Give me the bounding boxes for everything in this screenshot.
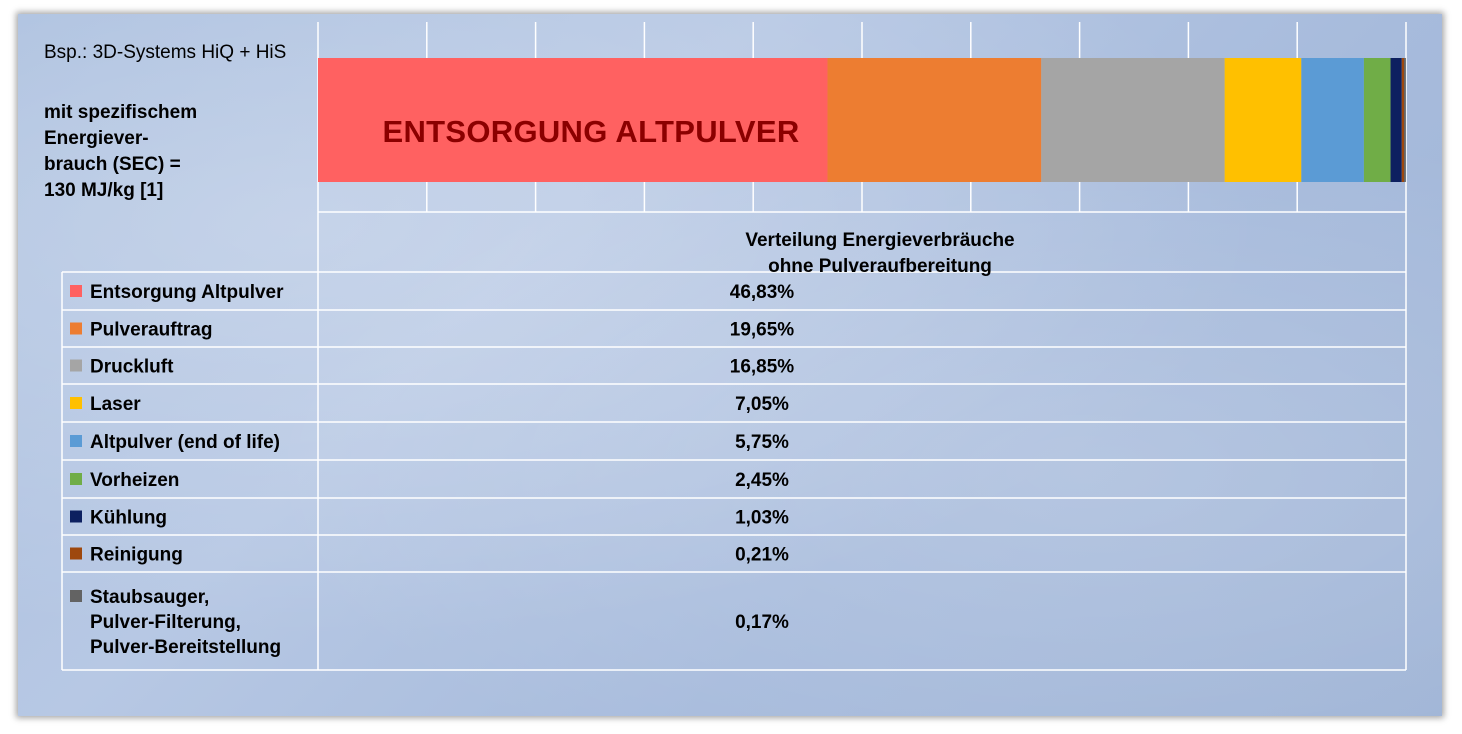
sec-label: mit spezifischem Energiever- brauch (SEC… — [44, 102, 198, 201]
chart-svg: Entsorgung Altpulver 46,83% Pulverauftrag 1… — [61, 22, 1407, 671]
bar-segment-5 — [1301, 58, 1364, 182]
legend-key-5 — [70, 435, 82, 447]
bar-segment-6 — [1363, 58, 1391, 182]
bar-segment-1 — [318, 58, 828, 182]
legend-key-4 — [70, 397, 82, 409]
legend-label-2: Pulverauftrag — [90, 320, 212, 341]
legend-key-8 — [70, 547, 82, 560]
table-title: Verteilung Energieverbräuche ohne Pulver… — [745, 230, 1015, 277]
bar-segment-8 — [1401, 58, 1405, 182]
bar-segment-9 — [1404, 58, 1406, 182]
legend-label-1: Entsorgung Altpulver — [90, 282, 284, 303]
bar-segment-3 — [1041, 58, 1225, 182]
data-value-8: 0,21% — [735, 545, 789, 566]
data-value-7: 1,03% — [735, 508, 789, 529]
legend-key-6 — [70, 473, 82, 485]
legend-key-2 — [70, 322, 82, 335]
data-value-1: 46,83% — [730, 282, 795, 303]
bar-segment-7 — [1390, 58, 1402, 182]
bar-segment-2 — [827, 58, 1042, 182]
data-value-2: 19,65% — [730, 320, 795, 341]
legend-label-8: Reinigung — [90, 545, 183, 566]
bar-segment-4 — [1224, 58, 1302, 182]
chart-frame: Entsorgung Altpulver 46,83% Pulverauftrag 1… — [18, 14, 1442, 716]
legend-label-6: Vorheizen — [90, 470, 179, 491]
bar-segment-label: ENTSORGUNG ALTPULVER — [382, 114, 800, 149]
legend-label-4: Laser — [90, 394, 141, 415]
legend-key-3 — [70, 359, 82, 372]
legend-label-7: Kühlung — [90, 508, 167, 529]
data-value-4: 7,05% — [735, 394, 789, 415]
legend-key-7 — [70, 510, 82, 523]
source-label: Bsp.: 3D-Systems HiQ + HiS — [44, 42, 287, 63]
legend-key-9 — [70, 590, 82, 602]
data-value-9: 0,17% — [735, 612, 789, 633]
legend-label-9: Staubsauger, Pulver-Filterung, Pulver-Bere… — [90, 587, 281, 658]
data-value-5: 5,75% — [735, 432, 789, 453]
legend-label-3: Druckluft — [90, 357, 174, 378]
data-value-6: 2,45% — [735, 470, 789, 491]
legend-key-1 — [70, 285, 82, 297]
data-value-3: 16,85% — [730, 357, 795, 378]
legend-label-5: Altpulver (end of life) — [90, 432, 280, 453]
